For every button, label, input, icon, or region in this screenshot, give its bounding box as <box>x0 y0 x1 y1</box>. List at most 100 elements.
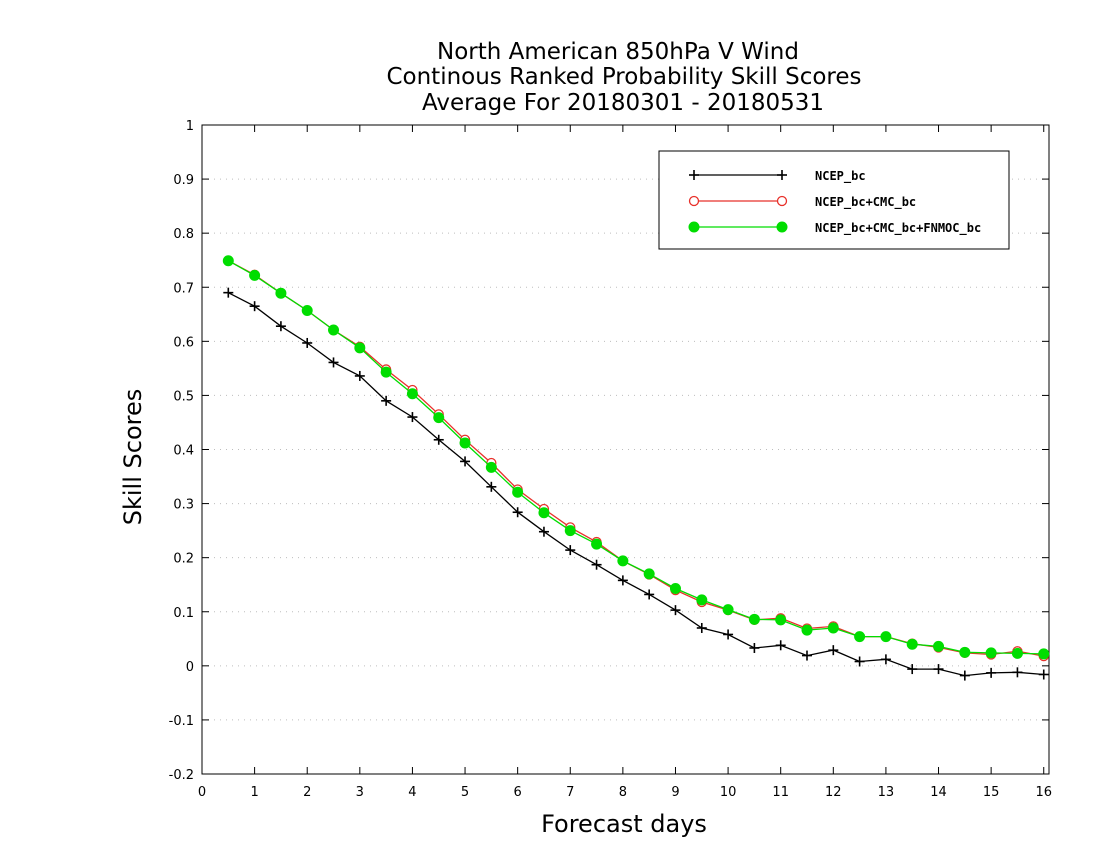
data-point <box>933 640 945 652</box>
data-point <box>854 631 866 643</box>
x-tick-label: 5 <box>461 785 469 800</box>
data-point <box>617 555 629 567</box>
x-tick-label: 14 <box>930 785 947 800</box>
x-tick-label: 13 <box>878 785 895 800</box>
data-point <box>986 667 997 678</box>
x-tick-label: 15 <box>983 785 1000 800</box>
legend-marker <box>689 170 699 180</box>
series-line <box>227 260 1044 657</box>
data-point <box>880 631 892 643</box>
x-tick-label: 7 <box>566 785 574 800</box>
data-point <box>959 670 970 681</box>
x-tick-label: 6 <box>514 785 522 800</box>
x-tick-label: 16 <box>1035 785 1052 800</box>
data-point <box>433 434 444 445</box>
data-point <box>538 526 549 537</box>
legend-label-ncep-cmc-fnmoc: NCEP_bc+CMC_bc+FNMOC_bc <box>815 221 981 236</box>
data-point <box>880 654 891 665</box>
data-point <box>827 622 839 634</box>
data-point <box>696 594 708 606</box>
y-tick-label: 0.6 <box>173 335 194 350</box>
series-line <box>228 292 1044 677</box>
y-tick-labels: -0.2 -0.1 0 0.1 0.2 0.3 0.4 0.5 0.6 0.7 0.8 0.9 1 <box>169 119 194 783</box>
data-point <box>564 525 576 537</box>
data-point <box>1011 647 1023 659</box>
data-point <box>485 461 497 473</box>
data-point <box>907 664 918 675</box>
data-point <box>354 342 366 354</box>
data-point <box>696 622 707 633</box>
data-point <box>538 507 550 519</box>
legend-marker <box>688 221 700 233</box>
data-point <box>985 647 997 659</box>
data-point <box>643 568 655 580</box>
data-point <box>749 642 760 653</box>
y-tick-label: 1 <box>186 119 194 134</box>
legend-box <box>658 150 1010 250</box>
series-2 <box>222 255 1050 660</box>
data-point <box>933 664 944 675</box>
x-tick-label: 2 <box>303 785 311 800</box>
legend-label-ncep-bc: NCEP_bc <box>815 169 866 184</box>
y-axis-label: Skill Scores <box>119 389 147 526</box>
data-point <box>275 287 287 299</box>
data-point <box>1012 667 1023 678</box>
data-point <box>223 287 234 298</box>
legend: NCEP_bc NCEP_bc+CMC_bc NCEP_bc+CMC_bc+FN… <box>658 150 1010 250</box>
series-layer <box>222 255 1050 681</box>
y-tick-label: 0.5 <box>173 389 194 404</box>
data-point <box>959 646 971 658</box>
data-point <box>328 324 340 336</box>
data-point <box>433 412 445 424</box>
data-point <box>644 589 655 600</box>
title-line-3: Average For 20180301 - 20180531 <box>422 90 824 116</box>
y-tick-label: -0.2 <box>169 768 194 783</box>
legend-samples <box>688 170 788 233</box>
x-tick-label: 9 <box>671 785 679 800</box>
data-point <box>1038 648 1050 660</box>
data-point <box>381 395 392 406</box>
data-point <box>406 388 418 400</box>
x-tick-label: 8 <box>619 785 627 800</box>
data-point <box>354 370 365 381</box>
x-tick-label: 10 <box>720 785 737 800</box>
data-point <box>486 481 497 492</box>
y-tick-label: 0 <box>186 660 194 675</box>
data-point <box>460 456 471 467</box>
data-point <box>512 507 523 518</box>
series-line <box>227 260 1044 655</box>
data-point <box>328 357 339 368</box>
legend-label-ncep-cmc: NCEP_bc+CMC_bc <box>815 195 916 210</box>
title-line-2: Continous Ranked Probability Skill Score… <box>386 64 861 90</box>
data-point <box>748 613 760 625</box>
chart-title: North American 850hPa V Wind Continous R… <box>386 39 861 116</box>
data-point <box>512 486 524 498</box>
data-point <box>828 645 839 656</box>
data-point <box>407 412 418 423</box>
data-point <box>723 629 734 640</box>
data-point <box>670 605 681 616</box>
data-point <box>775 640 786 651</box>
x-tick-label: 1 <box>250 785 258 800</box>
data-point <box>617 575 628 586</box>
data-point <box>906 638 918 650</box>
legend-marker <box>777 170 787 180</box>
x-tick-label: 4 <box>408 785 416 800</box>
y-tick-label: 0.7 <box>173 281 194 296</box>
y-tick-label: 0.2 <box>173 552 194 567</box>
grid-lines <box>202 178 1049 721</box>
y-tick-label: 0.4 <box>173 444 194 459</box>
legend-marker <box>776 195 788 207</box>
y-tick-label: 0.9 <box>173 173 194 188</box>
data-point <box>302 337 313 348</box>
data-point <box>591 538 603 550</box>
y-tick-label: 0.3 <box>173 498 194 513</box>
data-point <box>802 650 812 661</box>
data-point <box>275 321 286 332</box>
data-point <box>459 437 471 449</box>
data-point <box>222 255 234 267</box>
data-point <box>854 656 865 667</box>
data-point <box>249 301 260 312</box>
x-tick-label: 12 <box>825 785 842 800</box>
